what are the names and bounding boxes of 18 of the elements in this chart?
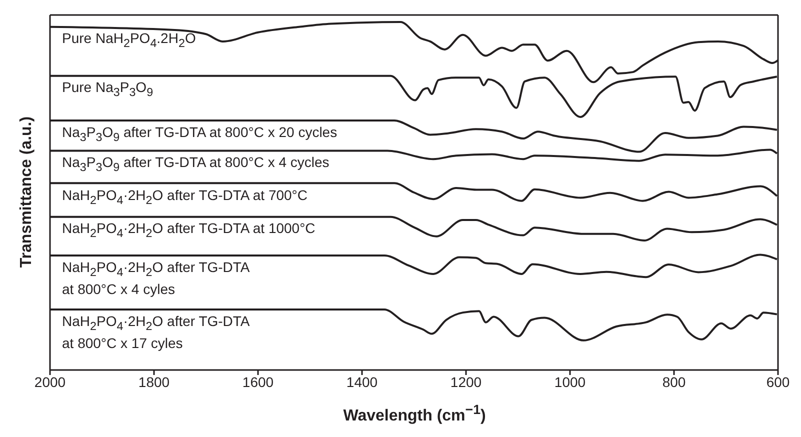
series-label: NaH$_{2}$PO$_{4}$·2H$_{2}$O after TG-DTA at 800°C x 17 cyles	[62, 313, 250, 352]
series-label: NaH$_{2}$PO$_{4}$·2H$_{2}$O after TG-DTA at 1000°C	[62, 220, 316, 242]
series-label: Na$_{3}$P$_{3}$O$_{9}$ after TG-DTA at 800°C x 4 cycles	[62, 154, 330, 176]
x-tick-label: 600	[766, 374, 790, 390]
x-tick-label: 2000	[34, 374, 66, 390]
x-tick-label: 1400	[346, 374, 378, 390]
series-label: NaH$_{2}$PO$_{4}$·2H$_{2}$O after TG-DTA at 700°C	[62, 186, 308, 208]
series-label: Pure NaH$_{2}$PO$_{4}$.2H$_{2}$O	[62, 30, 196, 52]
x-tick-label: 1200	[450, 374, 482, 390]
x-tick-label: 1800	[138, 374, 170, 390]
x-tick-label: 1600	[242, 374, 274, 390]
x-axis-title: Wavelength (cm$^{−1}$)	[342, 402, 487, 426]
series-label: NaH$_{2}$PO$_{4}$·2H$_{2}$O after TG-DTA at 800°C x 4 cyles	[62, 259, 250, 298]
series-label: Na$_{3}$P$_{3}$O$_{9}$ after TG-DTA at 800°C x 20 cycles	[62, 124, 338, 146]
y-axis-title: Transmittance (a.u.)	[18, 116, 36, 268]
series-label: Pure Na$_{3}$P$_{3}$O$_{9}$	[62, 79, 154, 101]
x-tick-label: 1000	[554, 374, 586, 390]
x-tick-label: 800	[662, 374, 686, 390]
